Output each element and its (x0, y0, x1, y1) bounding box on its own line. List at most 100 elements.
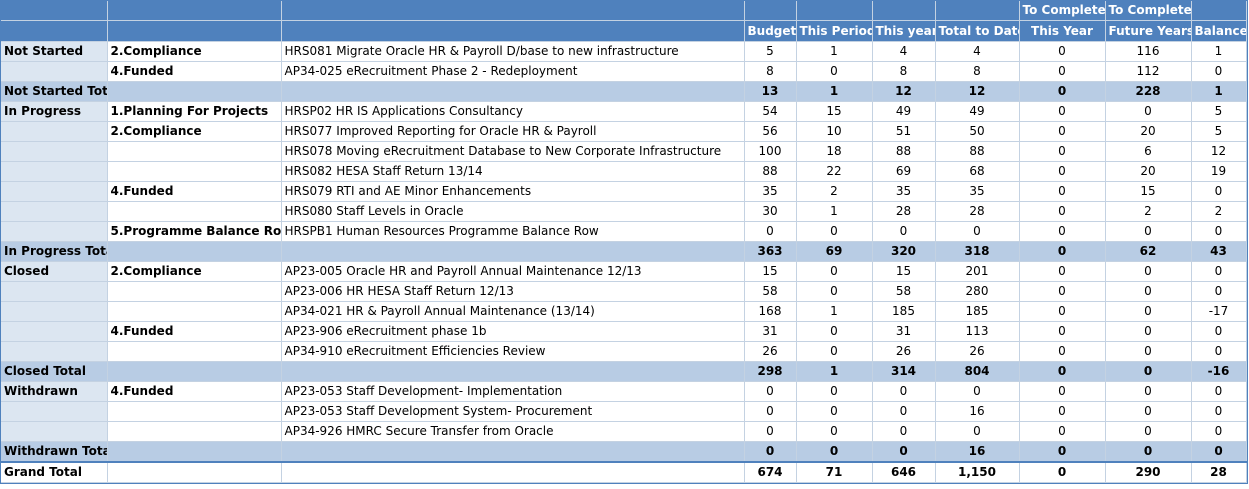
status-cell[interactable]: Grand Total (1, 461, 108, 483)
this-period-cell[interactable]: 69 (796, 241, 873, 262)
complete-future-cell[interactable]: 0 (1105, 101, 1192, 122)
project-cell[interactable]: HRSP02 HR IS Applications Consultancy (281, 101, 745, 122)
status-cell[interactable]: Closed (1, 261, 108, 282)
this-year-cell[interactable]: 15 (872, 261, 936, 282)
budget-cell[interactable]: 0 (744, 221, 797, 242)
complete-future-cell[interactable]: 112 (1105, 61, 1192, 82)
complete-this-year-cell[interactable]: 0 (1019, 241, 1106, 262)
status-cell[interactable]: Closed Total (1, 361, 108, 382)
balance-cell[interactable]: 5 (1191, 121, 1247, 142)
project-cell[interactable]: AP23-053 Staff Development System- Procu… (281, 401, 745, 422)
balance-cell[interactable]: -16 (1191, 361, 1247, 382)
status-cell[interactable]: In Progress Total (1, 241, 108, 262)
header-this-year[interactable]: This year (872, 20, 936, 42)
balance-cell[interactable]: 2 (1191, 201, 1247, 222)
balance-cell[interactable]: 0 (1191, 321, 1247, 342)
header-complete-this-year-top[interactable]: To Complete (1019, 1, 1106, 21)
status-cell[interactable] (1, 201, 108, 222)
status-cell[interactable] (1, 141, 108, 162)
total-to-date-cell[interactable]: 88 (935, 141, 1020, 162)
balance-cell[interactable]: 0 (1191, 441, 1247, 463)
complete-this-year-cell[interactable]: 0 (1019, 401, 1106, 422)
balance-cell[interactable]: 0 (1191, 61, 1247, 82)
total-to-date-cell[interactable]: 804 (935, 361, 1020, 382)
complete-future-cell[interactable]: 20 (1105, 121, 1192, 142)
complete-future-cell[interactable]: 6 (1105, 141, 1192, 162)
complete-this-year-cell[interactable]: 0 (1019, 221, 1106, 242)
project-cell[interactable] (281, 461, 745, 483)
complete-this-year-cell[interactable]: 0 (1019, 141, 1106, 162)
complete-this-year-cell[interactable]: 0 (1019, 321, 1106, 342)
this-period-cell[interactable]: 0 (796, 261, 873, 282)
balance-cell[interactable]: 12 (1191, 141, 1247, 162)
budget-cell[interactable]: 0 (744, 421, 797, 442)
this-period-cell[interactable]: 0 (796, 221, 873, 242)
balance-cell[interactable]: 0 (1191, 221, 1247, 242)
status-cell[interactable] (1, 181, 108, 202)
category-cell[interactable] (107, 401, 282, 422)
category-cell[interactable] (107, 461, 282, 483)
total-to-date-cell[interactable]: 35 (935, 181, 1020, 202)
status-cell[interactable] (1, 61, 108, 82)
total-to-date-cell[interactable]: 4 (935, 41, 1020, 62)
category-cell[interactable]: 5.Programme Balance Row (107, 221, 282, 242)
category-cell[interactable]: 4.Funded (107, 321, 282, 342)
status-cell[interactable]: Not Started Total (1, 81, 108, 102)
category-cell[interactable] (107, 341, 282, 362)
total-to-date-cell[interactable]: 201 (935, 261, 1020, 282)
project-cell[interactable]: AP23-006 HR HESA Staff Return 12/13 (281, 281, 745, 302)
project-cell[interactable]: AP34-025 eRecruitment Phase 2 - Redeploy… (281, 61, 745, 82)
budget-cell[interactable]: 13 (744, 81, 797, 102)
this-period-cell[interactable]: 0 (796, 321, 873, 342)
status-cell[interactable] (1, 341, 108, 362)
this-period-cell[interactable]: 15 (796, 101, 873, 122)
this-year-cell[interactable]: 0 (872, 221, 936, 242)
this-year-cell[interactable]: 0 (872, 381, 936, 402)
complete-this-year-cell[interactable]: 0 (1019, 101, 1106, 122)
complete-future-cell[interactable]: 0 (1105, 361, 1192, 382)
balance-cell[interactable]: 0 (1191, 401, 1247, 422)
category-cell[interactable] (107, 441, 282, 463)
category-cell[interactable]: 2.Compliance (107, 261, 282, 282)
complete-this-year-cell[interactable]: 0 (1019, 361, 1106, 382)
total-to-date-cell[interactable]: 8 (935, 61, 1020, 82)
this-year-cell[interactable]: 0 (872, 421, 936, 442)
balance-cell[interactable]: 0 (1191, 181, 1247, 202)
category-cell[interactable] (107, 81, 282, 102)
complete-future-cell[interactable]: 0 (1105, 321, 1192, 342)
budget-cell[interactable]: 8 (744, 61, 797, 82)
category-cell[interactable] (107, 361, 282, 382)
complete-this-year-cell[interactable]: 0 (1019, 61, 1106, 82)
complete-future-cell[interactable]: 116 (1105, 41, 1192, 62)
project-cell[interactable]: HRS082 HESA Staff Return 13/14 (281, 161, 745, 182)
balance-cell[interactable]: 0 (1191, 421, 1247, 442)
this-period-cell[interactable]: 0 (796, 401, 873, 422)
status-cell[interactable] (1, 301, 108, 322)
project-cell[interactable]: AP34-021 HR & Payroll Annual Maintenance… (281, 301, 745, 322)
this-period-cell[interactable]: 71 (796, 461, 873, 483)
complete-future-cell[interactable]: 0 (1105, 381, 1192, 402)
complete-future-cell[interactable]: 290 (1105, 461, 1192, 483)
this-year-cell[interactable]: 31 (872, 321, 936, 342)
total-to-date-cell[interactable]: 280 (935, 281, 1020, 302)
complete-this-year-cell[interactable]: 0 (1019, 461, 1106, 483)
status-cell[interactable]: Not Started (1, 41, 108, 62)
complete-this-year-cell[interactable]: 0 (1019, 301, 1106, 322)
total-to-date-cell[interactable]: 318 (935, 241, 1020, 262)
status-cell[interactable] (1, 161, 108, 182)
this-year-cell[interactable]: 4 (872, 41, 936, 62)
this-year-cell[interactable]: 35 (872, 181, 936, 202)
category-cell[interactable] (107, 141, 282, 162)
status-cell[interactable] (1, 121, 108, 142)
complete-this-year-cell[interactable]: 0 (1019, 81, 1106, 102)
total-to-date-cell[interactable]: 0 (935, 381, 1020, 402)
budget-cell[interactable]: 56 (744, 121, 797, 142)
budget-cell[interactable]: 0 (744, 441, 797, 463)
total-to-date-cell[interactable]: 1,150 (935, 461, 1020, 483)
project-cell[interactable] (281, 441, 745, 463)
category-cell[interactable]: 2.Compliance (107, 41, 282, 62)
header-budget[interactable]: Budget (744, 20, 797, 42)
this-period-cell[interactable]: 0 (796, 441, 873, 463)
total-to-date-cell[interactable]: 12 (935, 81, 1020, 102)
category-cell[interactable] (107, 241, 282, 262)
